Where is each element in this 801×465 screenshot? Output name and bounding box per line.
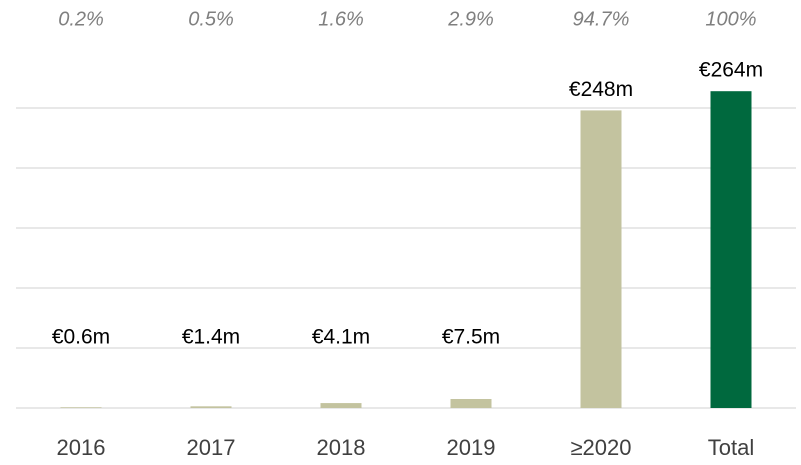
value-label: €0.6m <box>52 326 110 349</box>
bar <box>190 406 232 408</box>
share-label: 100% <box>705 8 756 30</box>
share-label: 0.5% <box>188 8 234 30</box>
x-tick-label: 2017 <box>187 435 236 460</box>
x-tick-label: Total <box>708 435 754 460</box>
value-label: €7.5m <box>442 326 500 349</box>
bar <box>580 110 622 409</box>
value-label: €4.1m <box>312 326 370 349</box>
x-tick-label: 2018 <box>317 435 366 460</box>
bar <box>320 403 362 408</box>
share-label: 94.7% <box>573 8 630 30</box>
x-tick-label: 2019 <box>447 435 496 460</box>
value-label: €264m <box>699 59 763 82</box>
share-label: 2.9% <box>447 8 494 30</box>
x-tick-label: ≥2020 <box>570 435 631 460</box>
x-tick-label: 2016 <box>57 435 106 460</box>
bar <box>710 91 752 408</box>
share-label: 0.2% <box>58 8 104 30</box>
value-label: €1.4m <box>182 326 240 349</box>
share-label: 1.6% <box>318 8 364 30</box>
bar <box>60 407 102 408</box>
bar <box>450 399 492 408</box>
value-label: €248m <box>569 78 633 101</box>
